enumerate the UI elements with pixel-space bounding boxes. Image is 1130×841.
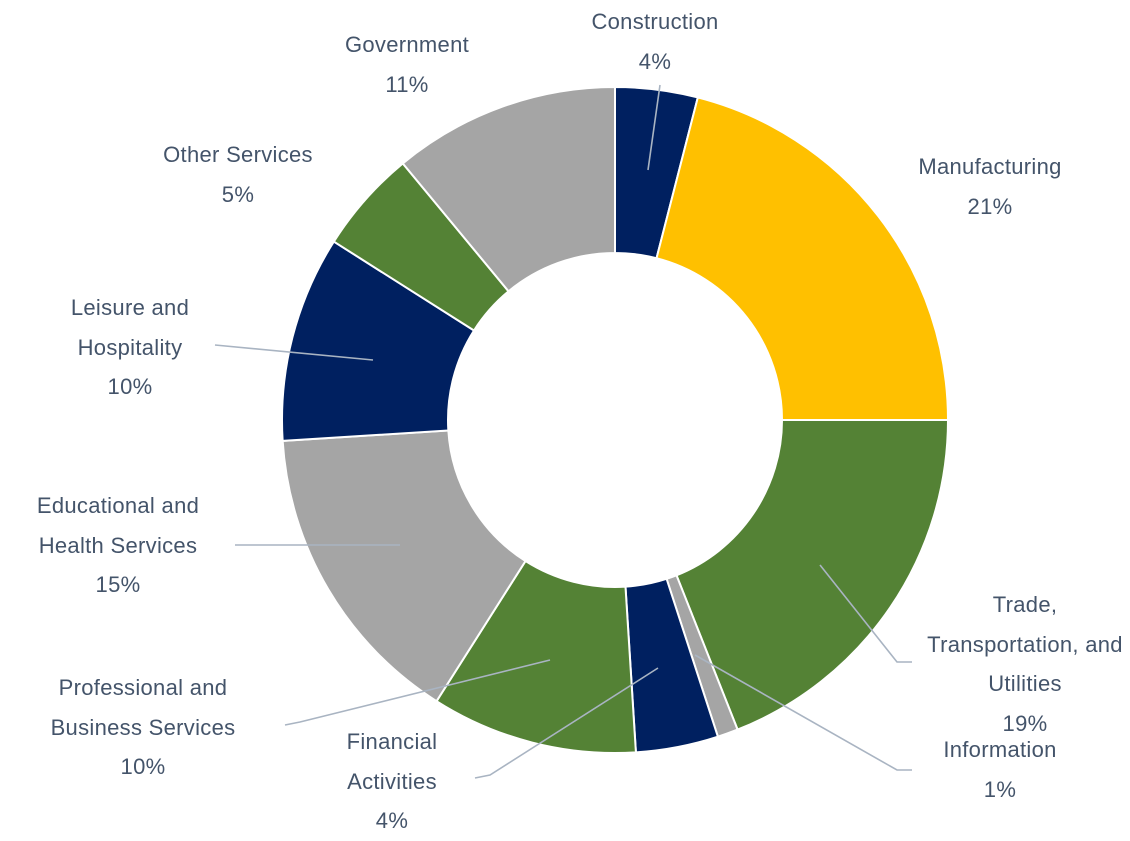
data-label: Financial Activities 4%	[327, 722, 457, 841]
percent-label: 11%	[385, 71, 429, 97]
percent-label: 10%	[120, 754, 166, 779]
percent-label: 10%	[107, 374, 153, 399]
percent-label: 4%	[638, 48, 672, 74]
data-label: Other Services 5%	[108, 135, 368, 214]
category-label: Manufacturing	[918, 154, 1062, 179]
category-label: Construction	[591, 9, 719, 34]
percent-label: 19%	[1002, 710, 1048, 736]
category-label: Information	[943, 737, 1057, 762]
category-label: Other Services	[163, 142, 313, 167]
category-label: Government	[344, 32, 470, 57]
category-label: Professional and Business Services	[50, 675, 236, 740]
leader-line	[474, 667, 659, 779]
category-label: Leisure and Hospitality	[70, 295, 190, 360]
data-label: Government 11%	[277, 25, 537, 104]
wedge	[655, 96, 950, 421]
percent-label: 1%	[983, 776, 1017, 802]
percent-label: 5%	[221, 181, 255, 207]
percent-label: 4%	[375, 808, 409, 833]
leader-line	[214, 344, 374, 361]
data-label: Manufacturing 21%	[860, 147, 1120, 226]
data-label: Construction 4%	[525, 2, 785, 81]
leader-line	[647, 84, 661, 171]
category-label: Educational and Health Services	[36, 493, 200, 558]
category-label: Trade, Transportation, and Utilities	[927, 592, 1123, 696]
wedges	[281, 85, 950, 754]
leader-line	[284, 659, 551, 726]
percent-label: 21%	[967, 193, 1013, 219]
wedge	[401, 85, 616, 293]
data-label: Information 1%	[870, 730, 1130, 809]
leader-line	[694, 654, 912, 771]
percent-label: 15%	[95, 572, 141, 597]
data-label: Educational and Health Services 15%	[3, 486, 233, 605]
category-label: Financial Activities	[346, 729, 438, 794]
leader-line	[819, 564, 912, 663]
wedge	[281, 429, 527, 703]
leader-lines	[214, 84, 912, 779]
data-label: Leisure and Hospitality 10%	[50, 288, 210, 407]
wedge	[675, 419, 950, 731]
data-label: Professional and Business Services 10%	[18, 668, 268, 787]
data-label: Trade, Transportation, and Utilities 19%	[925, 585, 1125, 743]
